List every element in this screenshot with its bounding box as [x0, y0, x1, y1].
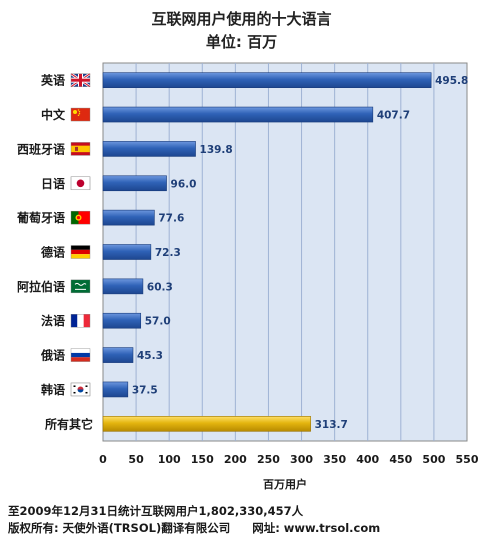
data-label: 407.7 [377, 110, 410, 122]
saudi-flag-icon [70, 279, 91, 294]
chart-title: 互联网用户使用的十大语言 [151, 10, 332, 28]
category-label: 葡萄牙语 [16, 210, 65, 225]
bar [102, 381, 129, 398]
grid-lines [135, 63, 435, 441]
x-tick-label: 400 [356, 453, 379, 466]
x-tick-label: 350 [323, 453, 346, 466]
bar [102, 209, 155, 226]
data-label: 37.5 [132, 384, 158, 396]
x-tick-label: 550 [456, 453, 479, 466]
china-flag-icon [70, 107, 91, 122]
bar [102, 175, 167, 192]
bar [102, 72, 432, 88]
category-label: 阿拉伯语 [17, 279, 65, 294]
uk-flag-icon [70, 72, 91, 88]
website-text: 网址: www.trsol.com [252, 521, 381, 535]
x-tick-label: 450 [389, 453, 412, 466]
data-label: 139.8 [200, 144, 233, 156]
data-label: 96.0 [171, 178, 197, 190]
germany-flag-icon [70, 245, 91, 259]
x-tick-label: 250 [257, 453, 280, 466]
data-label: 57.0 [145, 316, 171, 328]
footer-stat-line: 至2009年12月31日统计互联网用户1,802,330,457人 [8, 504, 304, 518]
category-label: 法语 [41, 313, 65, 328]
footer-copyright-line: 版权所有: 天使外语(TRSOL)翻译有限公司 网址: www.trsol.com [8, 520, 380, 536]
category-label: 英语 [41, 73, 65, 88]
x-tick-label: 50 [128, 453, 144, 466]
bar [102, 312, 142, 329]
france-flag-icon [70, 314, 91, 328]
category-label: 韩语 [41, 382, 65, 397]
category-label: 中文 [41, 107, 66, 122]
category-label: 日语 [41, 176, 65, 191]
category-label: 德语 [41, 245, 65, 260]
x-tick-labels: 0 50 100 150 200 250 300 350 400 450 500 550 [99, 453, 479, 466]
copyright-text: 版权所有: 天使外语(TRSOL)翻译有限公司 [8, 521, 231, 535]
category-label: 西班牙语 [17, 141, 65, 156]
x-tick-label: 300 [290, 453, 313, 466]
bar [102, 106, 374, 123]
x-tick-label: 0 [99, 453, 107, 466]
russia-flag-icon [70, 348, 91, 362]
bars: 495.8 407.7 139.8 96.0 77.6 72.3 60.3 57.0 45.3 3… [102, 72, 468, 432]
category-label: 俄语 [40, 348, 65, 363]
bar [102, 141, 196, 157]
bar [102, 278, 144, 295]
korea-flag-icon [70, 382, 91, 397]
data-label: 495.8 [435, 75, 468, 87]
x-axis-label: 百万用户 [263, 477, 307, 491]
data-label: 77.6 [158, 213, 184, 225]
data-label: 313.7 [315, 419, 348, 431]
data-label: 60.3 [147, 281, 173, 293]
data-label: 45.3 [137, 350, 163, 362]
plot-area [102, 62, 468, 442]
x-tick-label: 200 [224, 453, 247, 466]
x-tick-label: 500 [422, 453, 445, 466]
category-label: 所有其它 [45, 416, 93, 431]
spain-flag-icon [70, 142, 91, 156]
japan-flag-icon [70, 176, 91, 191]
bar [102, 244, 152, 260]
x-tick-label: 150 [191, 453, 214, 466]
x-tick-label: 100 [158, 453, 181, 466]
bar [102, 347, 134, 363]
portugal-flag-icon [70, 210, 91, 225]
data-label: 72.3 [155, 247, 181, 259]
bar [102, 416, 311, 432]
chart-subtitle: 单位: 百万 [205, 33, 278, 51]
